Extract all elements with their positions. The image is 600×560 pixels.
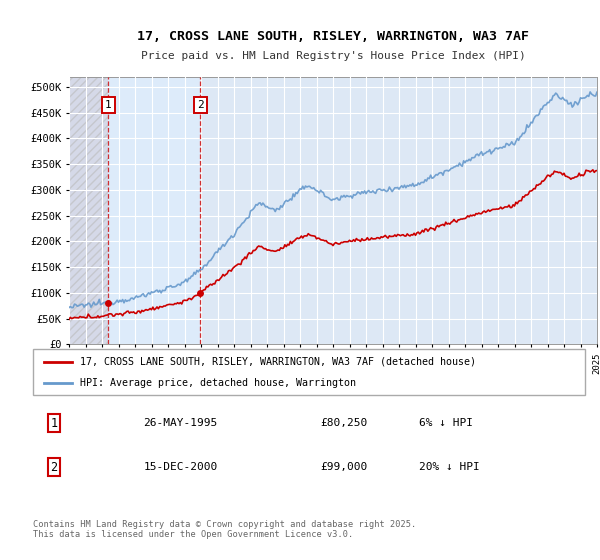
Text: 2: 2 xyxy=(50,460,58,474)
Text: 20% ↓ HPI: 20% ↓ HPI xyxy=(419,462,480,472)
Text: 2: 2 xyxy=(197,100,203,110)
Text: £80,250: £80,250 xyxy=(320,418,367,428)
Text: 6% ↓ HPI: 6% ↓ HPI xyxy=(419,418,473,428)
Text: Price paid vs. HM Land Registry's House Price Index (HPI): Price paid vs. HM Land Registry's House … xyxy=(140,51,526,61)
Text: 1: 1 xyxy=(50,417,58,430)
Text: Contains HM Land Registry data © Crown copyright and database right 2025.
This d: Contains HM Land Registry data © Crown c… xyxy=(33,520,416,539)
Text: HPI: Average price, detached house, Warrington: HPI: Average price, detached house, Warr… xyxy=(80,379,356,388)
Text: 15-DEC-2000: 15-DEC-2000 xyxy=(143,462,218,472)
Text: £99,000: £99,000 xyxy=(320,462,367,472)
Bar xyxy=(69,77,108,344)
Text: 17, CROSS LANE SOUTH, RISLEY, WARRINGTON, WA3 7AF (detached house): 17, CROSS LANE SOUTH, RISLEY, WARRINGTON… xyxy=(80,357,476,367)
Text: 26-MAY-1995: 26-MAY-1995 xyxy=(143,418,218,428)
Bar xyxy=(108,77,200,344)
Text: 1: 1 xyxy=(105,100,112,110)
FancyBboxPatch shape xyxy=(33,349,585,395)
Text: 17, CROSS LANE SOUTH, RISLEY, WARRINGTON, WA3 7AF: 17, CROSS LANE SOUTH, RISLEY, WARRINGTON… xyxy=(137,30,529,43)
